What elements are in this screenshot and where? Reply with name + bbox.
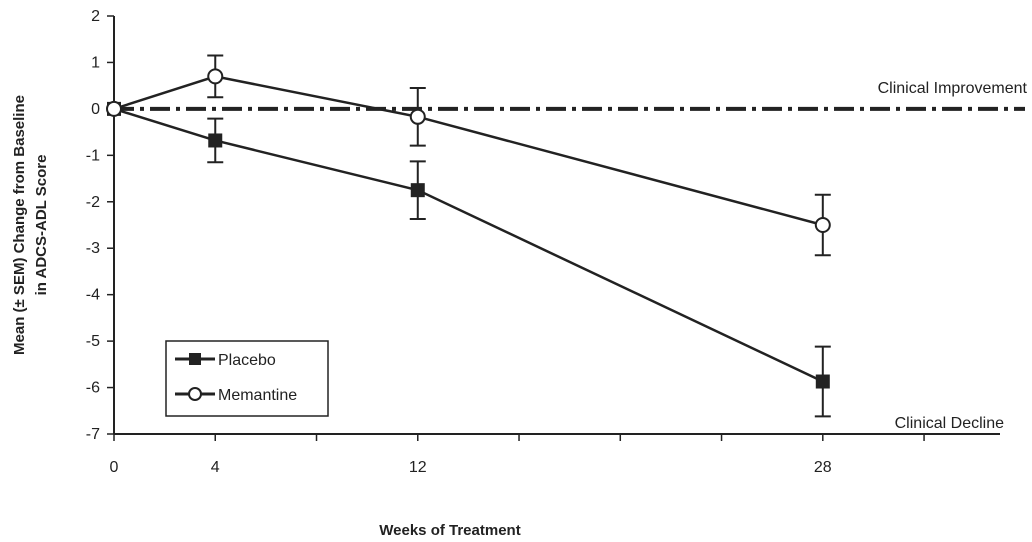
legend-item-memantine: Memantine [175,387,297,404]
series-layer [106,54,831,418]
clinical-decline-label: Clinical Decline [895,415,1004,432]
placebo-point [208,133,223,148]
memantine-point [814,217,831,233]
placebo-point [815,374,830,389]
legend-item-placebo: Placebo [175,352,276,369]
y-tick-label: 0 [91,101,100,118]
placebo-line [113,107,824,383]
y-tick-label: -4 [86,287,100,304]
placebo-point [410,183,425,198]
y-tick-label: -6 [86,380,100,397]
x-tick-label: 4 [211,459,220,476]
annotations: Clinical Improvement Clinical Decline [878,80,1028,432]
y-tick-label: -2 [86,194,100,211]
x-tick-label: 12 [409,459,427,476]
clinical-improvement-label: Clinical Improvement [878,80,1028,97]
series-memantine [106,54,831,257]
legend-placebo-label: Placebo [218,352,276,369]
y-axis-title: Mean (± SEM) Change from Baseline in ADCS… [11,95,50,355]
x-tick-label: 0 [110,459,119,476]
memantine-point [207,68,224,85]
memantine-point [106,100,122,117]
y-tick-label: -1 [86,147,100,164]
y-tick-label: 2 [91,8,100,25]
axes: 2 1 0 -1 -2 -3 -4 -5 -6 -7 0 4 12 28 Weeks of Treatmen… [11,8,1000,539]
y-tick-label: -5 [86,333,100,350]
y-tick-label: -3 [86,240,100,257]
legend-memantine-marker [188,387,202,401]
memantine-line [113,75,824,227]
memantine-point [409,108,426,125]
legend-memantine-label: Memantine [218,387,297,404]
y-axis-title-line-2: in ADCS-ADL Score [33,155,50,296]
x-tick-label: 28 [814,459,832,476]
y-tick-label: 1 [91,54,100,71]
y-axis-title-line-1: Mean (± SEM) Change from Baseline [11,95,28,355]
legend: Placebo Memantine [165,340,329,417]
x-axis-title: Weeks of Treatment [379,522,520,539]
y-tick-label: -7 [86,426,100,443]
legend-placebo-marker [189,353,201,365]
